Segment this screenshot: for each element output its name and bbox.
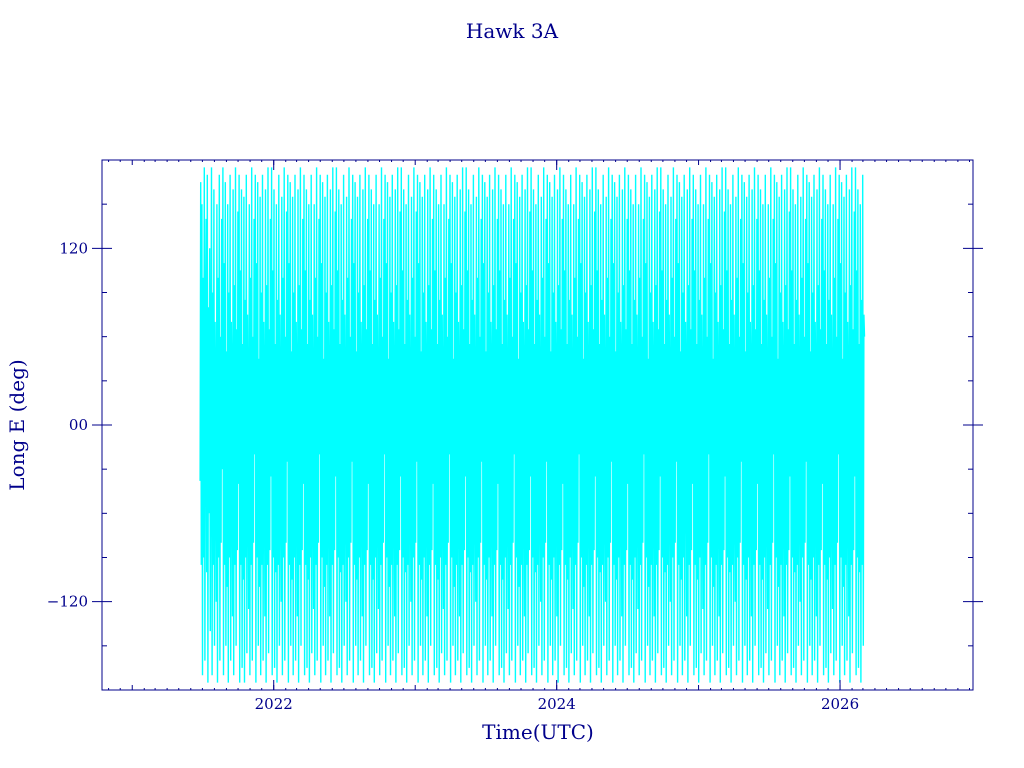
x-tick-label: 2026: [821, 695, 859, 713]
series-line-0: [199, 167, 866, 683]
tick-labels-layer: 2022 2024 2026 120 00 −120: [47, 239, 859, 713]
y-tick-label: 120: [59, 239, 88, 257]
x-axis-label: Time(UTC): [482, 720, 594, 744]
x-tick-label: 2024: [538, 695, 576, 713]
x-tick-label: 2022: [255, 695, 293, 713]
chart-title: Hawk 3A: [466, 19, 559, 43]
y-axis-label: Long E (deg): [5, 359, 29, 490]
y-tick-label: 00: [69, 416, 88, 434]
series-layer: [199, 167, 866, 683]
y-tick-label: −120: [47, 593, 88, 611]
ticks-layer: [92, 160, 983, 690]
